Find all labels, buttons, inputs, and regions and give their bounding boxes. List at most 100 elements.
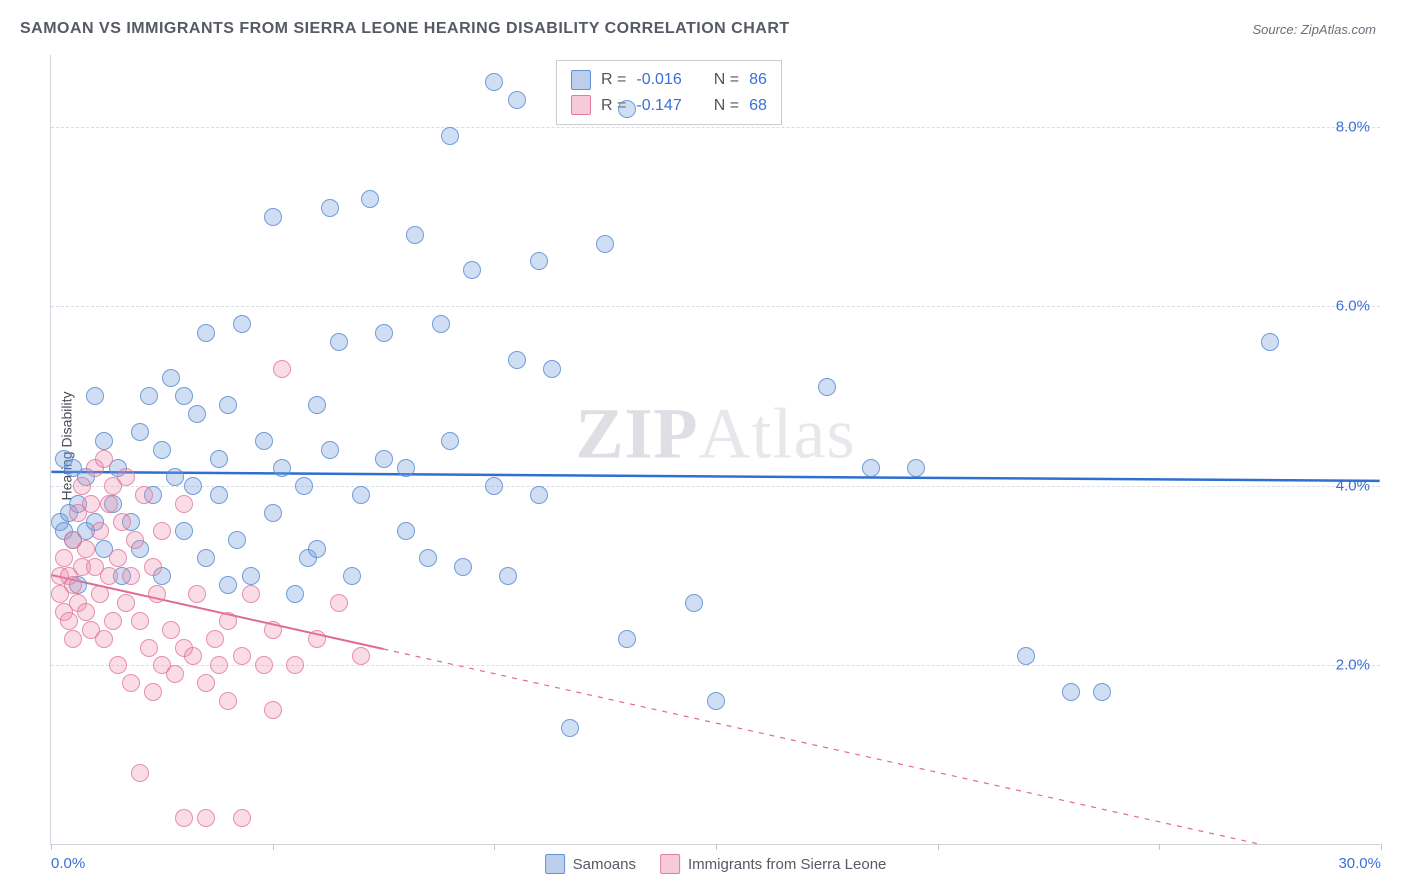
x-tick	[1159, 844, 1160, 850]
r-label: R =	[601, 67, 626, 93]
data-point	[352, 647, 370, 665]
data-point	[55, 549, 73, 567]
data-point	[91, 585, 109, 603]
data-point	[122, 567, 140, 585]
data-point	[197, 674, 215, 692]
data-point	[197, 549, 215, 567]
data-point	[618, 100, 636, 118]
data-point	[255, 656, 273, 674]
gridline	[51, 665, 1380, 666]
data-point	[419, 549, 437, 567]
data-point	[135, 486, 153, 504]
data-point	[188, 405, 206, 423]
n-label: N =	[714, 93, 739, 119]
legend-swatch	[660, 854, 680, 874]
data-point	[264, 504, 282, 522]
legend-swatch	[545, 854, 565, 874]
data-point	[219, 576, 237, 594]
data-point	[117, 468, 135, 486]
data-point	[286, 656, 304, 674]
data-point	[219, 396, 237, 414]
r-value: -0.016	[636, 67, 681, 93]
data-point	[530, 486, 548, 504]
data-point	[219, 612, 237, 630]
data-point	[618, 630, 636, 648]
data-point	[175, 387, 193, 405]
data-point	[122, 674, 140, 692]
data-point	[375, 450, 393, 468]
data-point	[188, 585, 206, 603]
data-point	[273, 360, 291, 378]
data-point	[907, 459, 925, 477]
plot-area: ZIPAtlas R =-0.016N =86R =-0.147N =68 Sa…	[50, 55, 1380, 845]
data-point	[242, 567, 260, 585]
n-label: N =	[714, 67, 739, 93]
data-point	[210, 450, 228, 468]
legend-item: Immigrants from Sierra Leone	[660, 854, 886, 874]
data-point	[308, 540, 326, 558]
trend-line-dashed	[383, 649, 1379, 844]
data-point	[264, 701, 282, 719]
data-point	[295, 477, 313, 495]
data-point	[95, 432, 113, 450]
data-point	[352, 486, 370, 504]
data-point	[375, 324, 393, 342]
data-point	[131, 764, 149, 782]
data-point	[397, 459, 415, 477]
data-point	[233, 315, 251, 333]
x-tick	[1381, 844, 1382, 850]
data-point	[707, 692, 725, 710]
y-tick-label: 2.0%	[1336, 657, 1370, 674]
data-point	[242, 585, 260, 603]
data-point	[406, 226, 424, 244]
data-point	[397, 522, 415, 540]
data-point	[485, 477, 503, 495]
data-point	[561, 719, 579, 737]
data-point	[255, 432, 273, 450]
x-tick	[716, 844, 717, 850]
data-point	[485, 73, 503, 91]
data-point	[219, 692, 237, 710]
stats-legend-box: R =-0.016N =86R =-0.147N =68	[556, 60, 782, 125]
gridline	[51, 127, 1380, 128]
data-point	[499, 567, 517, 585]
data-point	[308, 630, 326, 648]
data-point	[1261, 333, 1279, 351]
data-point	[273, 459, 291, 477]
legend-swatch	[571, 70, 591, 90]
data-point	[166, 468, 184, 486]
data-point	[153, 441, 171, 459]
data-point	[64, 630, 82, 648]
data-point	[197, 324, 215, 342]
data-point	[454, 558, 472, 576]
data-point	[228, 531, 246, 549]
data-point	[432, 315, 450, 333]
legend-label: Samoans	[573, 856, 636, 873]
data-point	[197, 809, 215, 827]
data-point	[73, 477, 91, 495]
data-point	[596, 235, 614, 253]
data-point	[321, 199, 339, 217]
data-point	[109, 549, 127, 567]
data-point	[117, 594, 135, 612]
x-tick	[273, 844, 274, 850]
n-value: 86	[749, 67, 767, 93]
data-point	[109, 656, 127, 674]
data-point	[153, 522, 171, 540]
bottom-legend: Samoans Immigrants from Sierra Leone	[545, 854, 887, 874]
x-tick-label: 30.0%	[1338, 855, 1381, 872]
data-point	[441, 432, 459, 450]
data-point	[184, 477, 202, 495]
trend-line-solid	[51, 472, 1379, 481]
data-point	[77, 603, 95, 621]
data-point	[1017, 647, 1035, 665]
data-point	[140, 387, 158, 405]
chart-title: SAMOAN VS IMMIGRANTS FROM SIERRA LEONE H…	[20, 20, 790, 38]
data-point	[126, 531, 144, 549]
data-point	[175, 495, 193, 513]
data-point	[206, 630, 224, 648]
x-tick	[494, 844, 495, 850]
data-point	[530, 252, 548, 270]
data-point	[60, 612, 78, 630]
x-tick-label: 0.0%	[51, 855, 85, 872]
